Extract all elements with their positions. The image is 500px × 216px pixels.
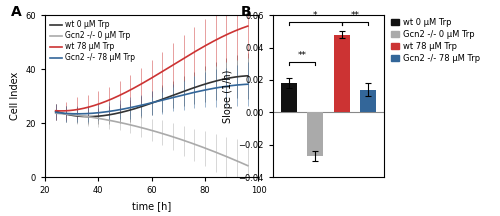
Text: A: A xyxy=(11,5,22,19)
Text: B: B xyxy=(241,5,252,19)
Legend: wt 0 μM Trp, Gcn2 -/- 0 μM Trp, wt 78 μM Trp, Gcn2 -/- 78 μM Trp: wt 0 μM Trp, Gcn2 -/- 0 μM Trp, wt 78 μM… xyxy=(388,15,483,66)
Text: **: ** xyxy=(350,11,360,20)
Bar xyxy=(334,35,350,112)
Bar xyxy=(280,83,296,112)
Text: **: ** xyxy=(298,51,306,60)
X-axis label: time [h]: time [h] xyxy=(132,201,172,211)
Y-axis label: Cell Index: Cell Index xyxy=(10,72,20,120)
Legend: wt 0 μM Trp, Gcn2 -/- 0 μM Trp, wt 78 μM Trp, Gcn2 -/- 78 μM Trp: wt 0 μM Trp, Gcn2 -/- 0 μM Trp, wt 78 μM… xyxy=(49,19,136,64)
Bar xyxy=(307,112,323,156)
Y-axis label: Slope (1/h): Slope (1/h) xyxy=(222,69,232,123)
Text: *: * xyxy=(313,11,318,20)
Bar xyxy=(360,90,376,112)
